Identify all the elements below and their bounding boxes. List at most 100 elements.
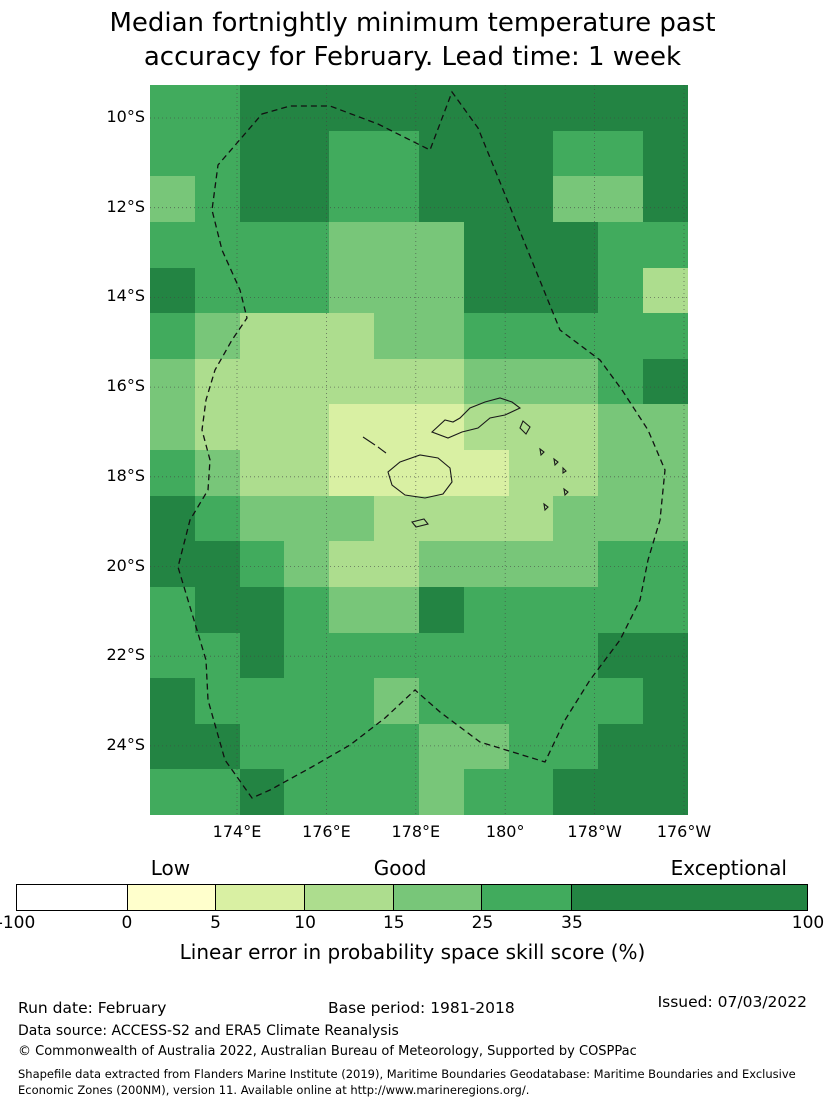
map-cell (374, 723, 419, 770)
coast-yasawa (362, 436, 387, 454)
map-cell (239, 495, 285, 542)
map-cell (553, 221, 599, 268)
map-cell (598, 769, 644, 815)
map-cell (239, 313, 285, 359)
map-cell (329, 85, 375, 131)
coastline-fiji (362, 397, 569, 528)
map-cell (374, 176, 419, 222)
map-cell (150, 495, 195, 542)
map-cell (418, 176, 464, 222)
colorbar-segment (571, 885, 807, 910)
x-tick-label: 176°E (302, 822, 351, 841)
map-cell (194, 267, 240, 314)
map-cell (598, 678, 644, 724)
map-cell (463, 85, 509, 131)
colorbar-tick-label: 15 (382, 913, 405, 933)
map-cell (598, 450, 644, 496)
map-cell (194, 495, 240, 542)
map-cell (194, 176, 240, 222)
colorbar-quality-labels: Low Good Exceptional (16, 856, 808, 882)
map-cell (239, 769, 285, 815)
colorbar-ticks: -100 0 5 10 15 25 35 100 (0, 913, 824, 933)
map-cell (194, 541, 240, 587)
map-cell (284, 358, 330, 405)
map-cell (284, 267, 330, 314)
map-cell (598, 176, 644, 222)
map-cell (508, 85, 554, 131)
map-cell (418, 358, 464, 405)
map-cell (150, 404, 195, 450)
map-cell (239, 85, 285, 131)
map-cell (463, 313, 509, 359)
map-cell (284, 495, 330, 542)
map-cell (374, 221, 419, 268)
map-cell (463, 130, 509, 177)
x-tick-label: 178°E (391, 822, 441, 841)
colorbar-quality-label: Exceptional (670, 856, 787, 880)
map-overlay (150, 85, 688, 815)
map-cell (150, 85, 195, 131)
chart-title-line2: accuracy for February. Lead time: 1 week (143, 42, 682, 73)
map-cell (508, 130, 554, 177)
map-cell (284, 632, 330, 679)
map-cell (239, 221, 285, 268)
y-tick-label: 20°S (106, 555, 145, 575)
map-cell (643, 586, 688, 633)
map-cell (508, 221, 554, 268)
colorbar-tick-label: 25 (471, 913, 494, 933)
y-tick-label: 10°S (106, 107, 145, 126)
map-cell (329, 678, 375, 724)
map-cell (553, 678, 599, 724)
map-cell (284, 85, 330, 131)
map-cell (329, 176, 375, 222)
map-cell (643, 221, 688, 268)
map-cell (239, 723, 285, 770)
y-tick-label: 24°S (106, 734, 145, 754)
map-cell (194, 769, 240, 815)
map-cell (553, 586, 599, 633)
map-cell (643, 358, 688, 405)
map-cell (284, 586, 330, 633)
colorbar-segment (216, 885, 306, 910)
map-cell (598, 541, 644, 587)
map-cell (284, 769, 330, 815)
map-cell (150, 358, 195, 405)
colorbar-tick-label: 5 (210, 913, 221, 933)
map-cell (463, 221, 509, 268)
map-cell (374, 586, 419, 633)
map-cell (463, 769, 509, 815)
run-date-label: Run date: February (18, 999, 167, 1017)
map-cell (150, 450, 195, 496)
map-cell (508, 404, 554, 450)
y-tick-label: 14°S (106, 286, 145, 306)
map-cell (329, 313, 375, 359)
map-cell (643, 678, 688, 724)
base-period-label: Base period: 1981-2018 (328, 999, 515, 1017)
map-cell (463, 495, 509, 542)
map-cell (374, 678, 419, 724)
colorbar-segment (482, 885, 572, 910)
chart-title-line1: Median fortnightly minimum temperature p… (109, 8, 716, 38)
map-cell (553, 541, 599, 587)
map-cell (508, 176, 554, 222)
map-cell (553, 313, 599, 359)
map-cell (374, 267, 419, 314)
y-tick-label: 16°S (106, 376, 145, 396)
map-cell (329, 450, 375, 496)
map-cell (239, 267, 285, 314)
map-cell (553, 358, 599, 405)
issued-label: Issued: 07/03/2022 (657, 993, 807, 1011)
map-cell (194, 450, 240, 496)
map-cell (643, 541, 688, 587)
map-cell (418, 313, 464, 359)
colorbar-quality-label: Good (373, 856, 427, 880)
map-cell (418, 450, 464, 496)
colorbar-tick-label: 10 (294, 913, 316, 933)
map-cell (418, 723, 464, 770)
map-cell (374, 85, 419, 131)
map-cell (463, 541, 509, 587)
colorbar-tick-label: 0 (121, 913, 133, 933)
map-cell (374, 358, 419, 405)
map-cell (463, 586, 509, 633)
